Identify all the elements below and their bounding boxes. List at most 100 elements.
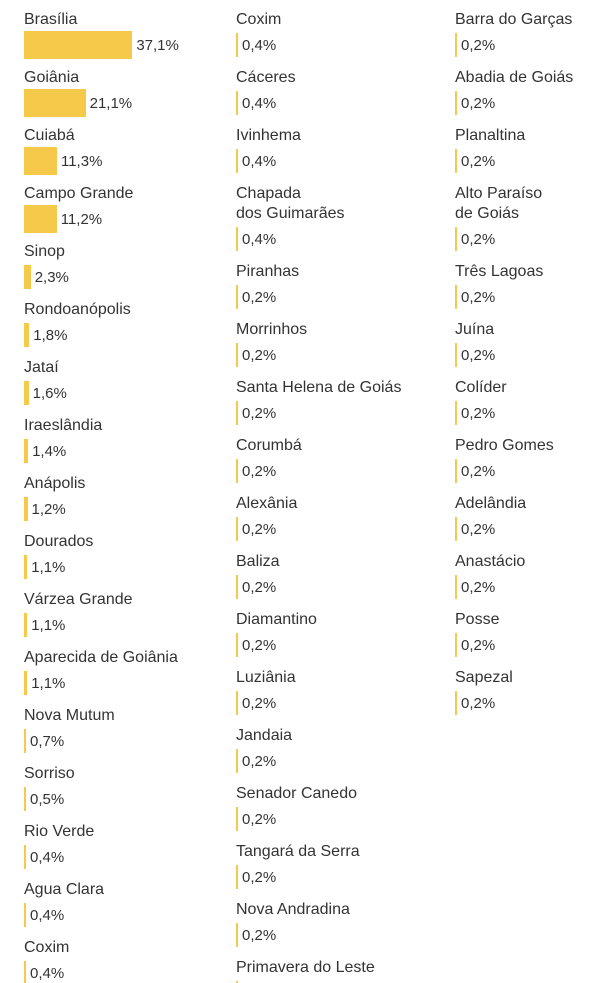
category-label: Sinop (24, 243, 65, 260)
bar-item: Corumbá 0,2% (236, 436, 401, 494)
bar-item: Barra do Garças 0,2% (455, 10, 573, 68)
bar (236, 91, 238, 115)
value-label: 0,2% (461, 346, 496, 364)
bar-item: Rondoanópolis 1,8% (24, 300, 179, 358)
category-label: Jataí (24, 359, 59, 376)
bar (24, 265, 31, 289)
category-label: Goiânia (24, 69, 80, 86)
value-label: 0,2% (461, 636, 496, 654)
bar (24, 205, 57, 233)
bar-item: Colíder 0,2% (455, 378, 573, 436)
bar-item: Dourados 1,1% (24, 532, 179, 590)
bar-row: 0,2% (236, 631, 401, 659)
category-label: Posse (455, 611, 500, 628)
bar-item: Sorriso 0,5% (24, 764, 179, 822)
value-label: 0,4% (30, 848, 65, 866)
bar-row: 2,3% (24, 263, 179, 291)
value-label: 0,2% (242, 868, 277, 886)
bar-item: Rio Verde 0,4% (24, 822, 179, 880)
column: Barra do Garças 0,2% Abadia de Goiás 0,2% Pl… (455, 10, 573, 726)
bar-row: 0,2% (455, 89, 573, 117)
bar-item: Adelândia 0,2% (455, 494, 573, 552)
bar (455, 227, 457, 251)
bar-row: 0,5% (24, 785, 179, 813)
bar (236, 459, 238, 483)
category-label: Abadia de Goiás (455, 69, 574, 86)
category-label: Cuiabá (24, 127, 75, 144)
value-label: 1,6% (32, 384, 67, 402)
bar-row: 0,2% (455, 457, 573, 485)
value-label: 0,2% (242, 810, 277, 828)
bar (24, 381, 29, 405)
bar-item: Primavera do Leste 0,2% (236, 958, 401, 983)
bar-row: 0,2% (236, 863, 401, 891)
bar-row: 1,1% (24, 669, 179, 697)
column: Brasília 37,1% Goiânia 21,1% Cuiabá 11,3% Camp… (24, 10, 179, 983)
value-label: 0,4% (242, 230, 277, 248)
bar-item: Alto Paraíso de Goiás 0,2% (455, 184, 573, 262)
category-label: Várzea Grande (24, 591, 133, 608)
bar (455, 633, 457, 657)
value-label: 0,2% (242, 926, 277, 944)
value-label: 21,1% (89, 94, 133, 112)
bar (236, 807, 238, 831)
bar (24, 613, 28, 637)
value-label: 0,2% (461, 694, 496, 712)
category-label: Ivinhema (236, 127, 301, 144)
bar-row: 0,2% (236, 341, 401, 369)
bar (236, 691, 238, 715)
bar-row: 0,4% (236, 225, 401, 253)
category-label: Anastácio (455, 553, 526, 570)
bar (236, 517, 238, 541)
category-label: Coxim (236, 11, 282, 28)
bar-item: Pedro Gomes 0,2% (455, 436, 573, 494)
bar (236, 343, 238, 367)
bar-item: Nova Andradina 0,2% (236, 900, 401, 958)
bar-row: 0,4% (24, 843, 179, 871)
value-label: 0,2% (242, 694, 277, 712)
bar (455, 343, 457, 367)
bar-item: Sinop 2,3% (24, 242, 179, 300)
bar (236, 285, 238, 309)
bar (24, 787, 26, 811)
bar (24, 729, 27, 753)
bar (24, 89, 86, 117)
bar (455, 91, 457, 115)
bar-item: Cáceres 0,4% (236, 68, 401, 126)
value-label: 11,3% (60, 152, 103, 170)
bar-row: 0,2% (236, 283, 401, 311)
bar-row: 1,1% (24, 611, 179, 639)
value-label: 0,4% (30, 964, 65, 982)
bar-item: Anápolis 1,2% (24, 474, 179, 532)
value-label: 0,2% (461, 578, 496, 596)
bar-row: 1,6% (24, 379, 179, 407)
bar-item: Várzea Grande 1,1% (24, 590, 179, 648)
bar (24, 147, 57, 175)
category-label: Baliza (236, 553, 280, 570)
bar-row: 0,2% (236, 979, 401, 983)
bar (455, 401, 457, 425)
category-label: Brasília (24, 11, 78, 28)
bar (24, 555, 28, 579)
bar-item: Planaltina 0,2% (455, 126, 573, 184)
value-label: 0,2% (242, 288, 277, 306)
value-label: 1,1% (31, 674, 66, 692)
bar-row: 0,4% (236, 89, 401, 117)
category-label: Planaltina (455, 127, 526, 144)
category-label: Aparecida de Goiânia (24, 649, 178, 666)
bar-row: 1,1% (24, 553, 179, 581)
category-label: Anápolis (24, 475, 86, 492)
bar-item: Tangará da Serra 0,2% (236, 842, 401, 900)
value-label: 0,2% (461, 462, 496, 480)
value-label: 0,5% (30, 790, 65, 808)
bar-row: 0,2% (455, 31, 573, 59)
bar-row: 0,2% (455, 283, 573, 311)
category-label: Nova Andradina (236, 901, 350, 918)
bar-item: Goiânia 21,1% (24, 68, 179, 126)
bar (455, 575, 457, 599)
bar (236, 749, 238, 773)
value-label: 0,7% (30, 732, 65, 750)
bar-item: Santa Helena de Goiás 0,2% (236, 378, 401, 436)
bar-row: 0,2% (236, 805, 401, 833)
value-label: 1,8% (33, 326, 68, 344)
